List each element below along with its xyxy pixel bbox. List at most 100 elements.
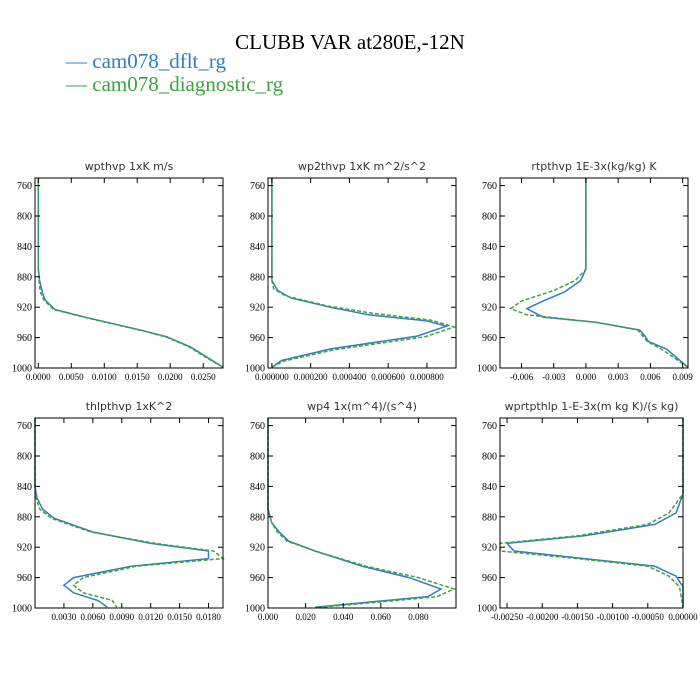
y-tick-label: 920 <box>17 543 32 554</box>
panel-4: thlpthvp 1xK^2 760 800 840 880 920 960 1000 0.00… <box>12 400 225 622</box>
legend-line-diagnostic: — <box>66 72 93 96</box>
y-tick-label: 960 <box>250 573 265 584</box>
legend-label-dflt: cam078_dflt_rg <box>92 49 227 73</box>
x-tick-label: 0.040 <box>333 612 354 622</box>
y-tick-label: 920 <box>250 543 265 554</box>
y-tick-label: 1000 <box>477 604 497 615</box>
y-tick-label: 840 <box>17 482 32 493</box>
plot-frame <box>499 417 684 609</box>
x-tick-label: 0.060 <box>371 612 392 622</box>
y-tick-label: 760 <box>250 421 265 432</box>
series-line-diagnostic <box>267 418 457 608</box>
x-tick-label: 0.020 <box>295 612 316 622</box>
x-tick-label: 0.009 <box>673 372 694 382</box>
x-tick-label: 0.0180 <box>196 612 221 622</box>
plot-frame <box>267 417 457 609</box>
x-tick-label: 0.0250 <box>191 372 216 382</box>
series-line-diagnostic <box>34 418 225 608</box>
y-tick-label: 760 <box>482 181 497 192</box>
x-tick-label: 0.0060 <box>80 612 105 622</box>
panel-title: wp4 1x(m^4)/(s^4) <box>307 400 417 413</box>
y-tick-label: 800 <box>482 212 497 223</box>
x-tick-label: -0.003 <box>542 372 566 382</box>
y-tick-label: 1000 <box>12 604 32 615</box>
x-tick-label: -0.00150 <box>561 612 594 622</box>
y-tick-label: 1000 <box>12 364 32 375</box>
panel-1: wpthvp 1xK m/s76080084088092096010000.00… <box>12 160 224 382</box>
series-line-diagnostic <box>499 418 684 608</box>
series-line-dflt <box>267 418 443 608</box>
series-line-diagnostic <box>509 178 689 368</box>
x-tick-label: 0.000 <box>258 612 279 622</box>
x-tick-label: -0.006 <box>510 372 534 382</box>
y-tick-label: 960 <box>250 333 265 344</box>
y-tick-label: 960 <box>482 573 497 584</box>
x-tick-label: 0.0050 <box>59 372 84 382</box>
y-tick-label: 880 <box>17 272 32 283</box>
y-tick-label: 920 <box>482 543 497 554</box>
plot-frame <box>267 177 457 369</box>
plot-frame <box>34 177 224 369</box>
y-tick-label: 960 <box>482 333 497 344</box>
y-tick-label: 760 <box>17 181 32 192</box>
y-tick-label: 1000 <box>245 364 265 375</box>
y-tick-label: 880 <box>250 272 265 283</box>
x-tick-label: 0.0120 <box>138 612 163 622</box>
series-line-dflt <box>505 418 684 608</box>
series-line-dflt <box>525 178 689 368</box>
panel-3: rtpthvp 1E-3x(kg/kg) K 760 800 840 880 920 960… <box>477 160 693 382</box>
x-tick-label: -0.00250 <box>491 612 524 622</box>
y-tick-label: 840 <box>482 242 497 253</box>
y-tick-label: 800 <box>250 452 265 463</box>
series-line-dflt <box>37 178 224 368</box>
series-line-dflt <box>271 178 449 368</box>
panel-title: thlpthvp 1xK^2 <box>86 400 173 413</box>
series-line-diagnostic <box>271 178 457 368</box>
x-tick-label: 0.0150 <box>167 612 192 622</box>
panel-title: rtpthvp 1E-3x(kg/kg) K <box>531 160 657 173</box>
legend-entry-diagnostic: — cam078_diagnostic_rg <box>66 72 283 97</box>
x-tick-label: 0.0200 <box>158 372 183 382</box>
x-tick-label: 0.0100 <box>92 372 117 382</box>
y-tick-label: 920 <box>482 303 497 314</box>
x-tick-label: -0.00100 <box>596 612 629 622</box>
x-tick-label: 0.006 <box>640 372 661 382</box>
x-tick-label: 0.00000 <box>668 612 698 622</box>
y-tick-label: 800 <box>482 452 497 463</box>
panel-5: wp4 1x(m^4)/(s^4)76080084088092096010000… <box>245 400 457 622</box>
x-tick-label: 0.0090 <box>109 612 134 622</box>
y-tick-label: 920 <box>17 303 32 314</box>
y-tick-label: 960 <box>17 573 32 584</box>
panel-title: wprtpthlp 1-E-3x(m kg K)/(s kg) <box>505 400 679 413</box>
x-tick-label: 0.000800 <box>410 372 444 382</box>
panel-title: wpthvp 1xK m/s <box>85 160 174 173</box>
x-tick-label: 0.080 <box>408 612 429 622</box>
legend-line-dflt: — <box>66 49 93 73</box>
y-tick-label: 1000 <box>477 364 497 375</box>
series-line-dflt <box>34 418 210 608</box>
panel-title: wp2thvp 1xK m^2/s^2 <box>298 160 426 173</box>
y-tick-label: 760 <box>482 421 497 432</box>
y-tick-label: 840 <box>250 482 265 493</box>
y-tick-label: 760 <box>250 181 265 192</box>
figure-title: CLUBB VAR at280E,-12N <box>235 30 465 54</box>
panel-6: wprtpthlp 1-E-3x(m kg K)/(s kg) 760 800 840… <box>477 400 698 622</box>
x-tick-label: 0.0030 <box>52 612 77 622</box>
y-tick-label: 800 <box>17 212 32 223</box>
y-tick-label: 880 <box>17 512 32 523</box>
x-tick-label: -0.00050 <box>632 612 665 622</box>
series-line-diagnostic <box>37 178 224 368</box>
x-tick-label: 0.000600 <box>371 372 405 382</box>
x-tick-label: 0.0150 <box>125 372 150 382</box>
y-tick-label: 840 <box>250 242 265 253</box>
x-tick-label: -0.00200 <box>526 612 559 622</box>
legend-label-diagnostic: cam078_diagnostic_rg <box>92 72 284 96</box>
x-tick-label: 0.000400 <box>333 372 367 382</box>
y-tick-label: 760 <box>17 421 32 432</box>
y-tick-label: 1000 <box>245 604 265 615</box>
y-tick-label: 880 <box>482 272 497 283</box>
y-tick-label: 800 <box>250 212 265 223</box>
x-tick-label: 0.000 <box>576 372 597 382</box>
